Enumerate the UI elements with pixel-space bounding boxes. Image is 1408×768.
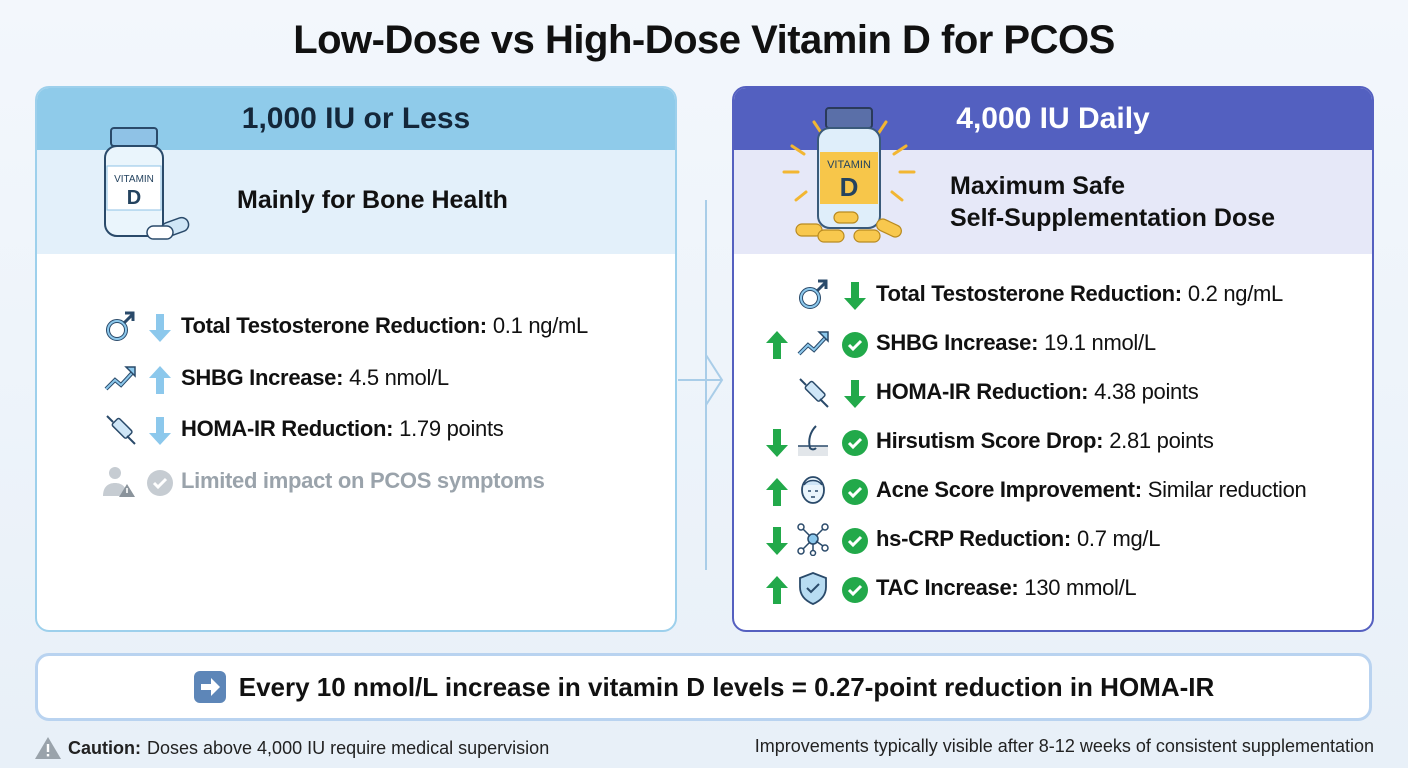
svg-text:D: D	[127, 187, 141, 209]
check-circle-icon	[147, 470, 173, 496]
svg-text:VITAMIN: VITAMIN	[827, 159, 871, 171]
timeline-note: Improvements typically visible after 8-1…	[754, 736, 1374, 756]
low-dose-card: 1,000 IU or Less VITAMIN D Mainly for Bo…	[35, 86, 677, 632]
metric-value: 0.7 mg/L	[1076, 526, 1161, 551]
comparison-arrow-icon	[678, 200, 724, 570]
metric-label: TAC Increase:	[876, 575, 1019, 600]
note-text: Limited impact on PCOS symptoms	[181, 468, 545, 493]
metric-value: 4.38 points	[1094, 379, 1199, 404]
check-circle-icon	[842, 430, 868, 456]
high-dose-subtitle-line-1: Maximum Safe	[950, 172, 1126, 200]
caution-note: Caution: Doses above 4,000 IU require me…	[34, 736, 549, 760]
high-dose-subtitle-line-2: Self-Supplementation Dose	[950, 204, 1276, 232]
summary-banner: Every 10 nmol/L increase in vitamin D le…	[35, 653, 1372, 721]
metric-label: Total Testosterone Reduction:	[181, 313, 487, 338]
right-arrow-icon	[193, 671, 226, 703]
caution-label: Caution:	[68, 737, 141, 758]
svg-text:D: D	[840, 172, 859, 202]
high-dose-subheader: VITAMIN D Maximum Safe Self-Supplementat…	[734, 107, 1372, 254]
vitamin-bottle-glowing-icon: VITAMIN D	[782, 107, 916, 243]
arrow-up-icon	[766, 576, 788, 604]
metric-value: Similar reduction	[1147, 477, 1307, 502]
check-circle-icon	[842, 479, 868, 505]
arrow-up-icon	[149, 366, 171, 394]
arrow-down-icon	[766, 429, 788, 457]
hair-follicle-icon	[798, 425, 828, 456]
arrow-down-icon	[844, 282, 866, 310]
metric-label: HOMA-IR Reduction:	[181, 416, 394, 441]
male-symbol-icon	[106, 311, 135, 341]
metric-label: hs-CRP Reduction:	[876, 526, 1071, 551]
high-dose-card: 4,000 IU Daily VITAMIN D Maximum Safe Se…	[732, 86, 1374, 632]
metric-value: 0.2 ng/mL	[1187, 281, 1283, 306]
metric-value: 130 mmol/L	[1024, 575, 1137, 600]
trend-up-icon	[104, 366, 136, 391]
check-circle-icon	[842, 332, 868, 358]
arrow-down-icon	[844, 380, 866, 408]
page-title: Low-Dose vs High-Dose Vitamin D for PCOS	[293, 18, 1115, 62]
metric-value: 2.81 points	[1109, 428, 1214, 453]
arrow-up-icon	[766, 331, 788, 359]
warning-icon	[35, 737, 61, 759]
check-circle-icon	[842, 577, 868, 603]
user-warning-icon	[103, 467, 135, 497]
arrow-down-icon	[766, 527, 788, 555]
summary-text: Every 10 nmol/L increase in vitamin D le…	[238, 671, 1215, 702]
syringe-icon	[799, 378, 829, 408]
molecule-icon	[797, 523, 829, 556]
vitamin-bottle-icon: VITAMIN D	[104, 127, 190, 240]
metric-label: SHBG Increase:	[181, 365, 344, 390]
arrow-down-icon	[149, 417, 171, 445]
low-dose-subheader: VITAMIN D Mainly for Bone Health	[37, 127, 675, 254]
arrow-down-icon	[149, 314, 171, 342]
metric-value: 1.79 points	[399, 416, 504, 441]
metric-label: Acne Score Improvement:	[876, 477, 1142, 502]
check-circle-icon	[842, 528, 868, 554]
arrow-up-icon	[766, 478, 788, 506]
low-dose-subtitle: Mainly for Bone Health	[237, 186, 508, 214]
metric-value: 4.5 nmol/L	[349, 365, 449, 390]
caution-text: Doses above 4,000 IU require medical sup…	[146, 737, 550, 758]
metric-label: Total Testosterone Reduction:	[876, 281, 1182, 306]
male-symbol-icon	[799, 279, 828, 309]
face-icon	[801, 476, 825, 504]
shield-check-icon	[799, 572, 827, 605]
trend-up-icon	[797, 331, 829, 356]
metric-value: 0.1 ng/mL	[492, 313, 588, 338]
metric-label: Hirsutism Score Drop:	[876, 428, 1104, 453]
metric-value: 19.1 nmol/L	[1044, 330, 1156, 355]
syringe-icon	[106, 415, 136, 445]
metric-label: HOMA-IR Reduction:	[876, 379, 1089, 404]
metric-label: SHBG Increase:	[876, 330, 1039, 355]
svg-text:VITAMIN: VITAMIN	[114, 174, 154, 185]
